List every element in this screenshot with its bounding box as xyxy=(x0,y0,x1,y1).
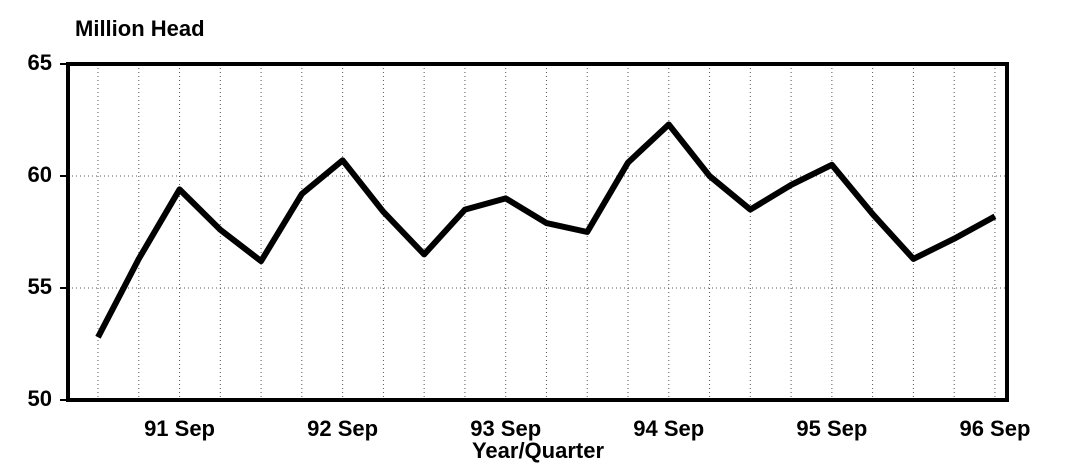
plot-frame xyxy=(66,62,1009,402)
x-axis-label: Year/Quarter xyxy=(472,438,605,463)
y-tick-label: 55 xyxy=(28,274,52,299)
y-tick-label: 65 xyxy=(28,50,52,75)
x-tick-label: 96 Sep xyxy=(959,416,1030,441)
x-tick-label: 92 Sep xyxy=(307,416,378,441)
y-tick-label: 50 xyxy=(28,386,52,411)
y-tick-label: 60 xyxy=(28,162,52,187)
x-tick-label: 94 Sep xyxy=(633,416,704,441)
x-tick-label: 95 Sep xyxy=(796,416,867,441)
data-line xyxy=(95,121,997,339)
x-tick-label: 91 Sep xyxy=(144,416,215,441)
y-axis-label: Million Head xyxy=(75,16,205,41)
x-tick-label: 93 Sep xyxy=(470,416,541,441)
